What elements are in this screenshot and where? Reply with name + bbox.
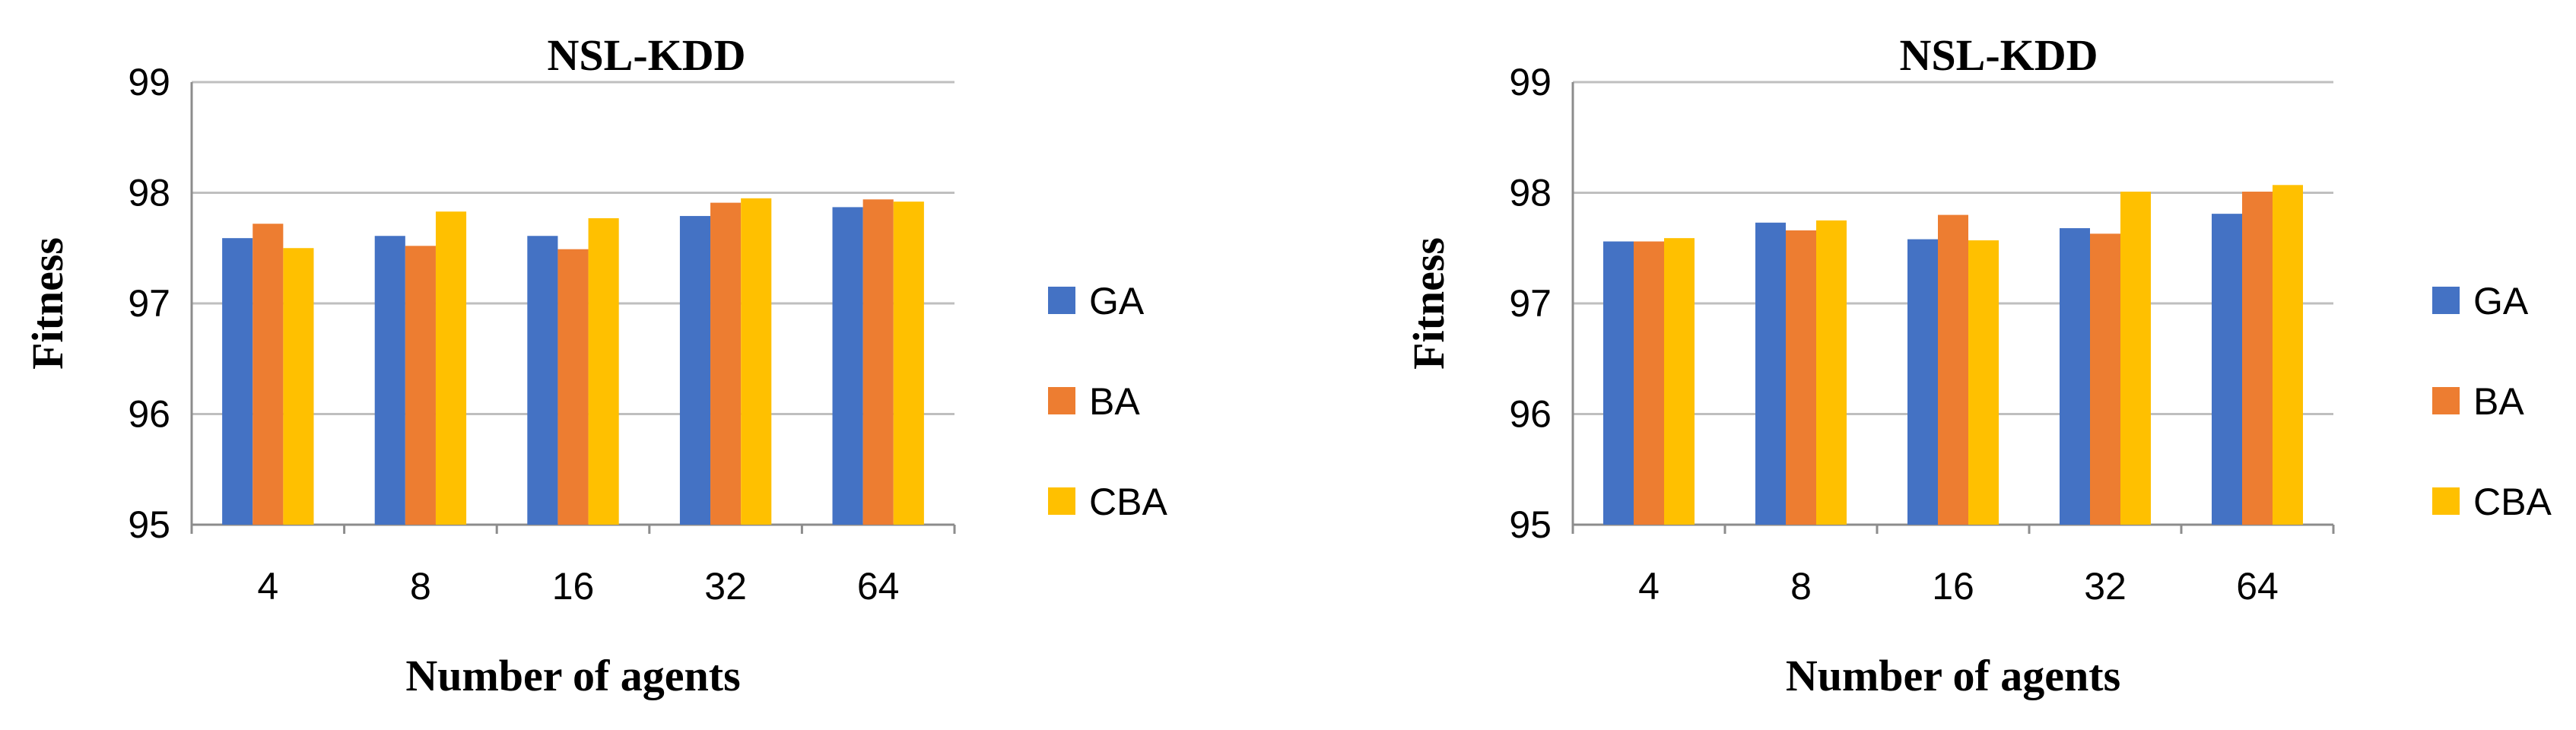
legend-label-ba: BA: [1089, 380, 1140, 423]
y-tick-label: 98: [128, 172, 170, 214]
bar-cba-32: [741, 198, 772, 525]
legend-swatch-ga: [1048, 287, 1075, 314]
bar-cba-8: [1816, 220, 1847, 525]
legend-swatch-cba: [1048, 487, 1075, 515]
bar-ga-64: [2212, 214, 2242, 525]
bar-cba-4: [283, 248, 314, 525]
bar-ga-16: [527, 236, 558, 525]
bar-ba-32: [710, 202, 742, 525]
y-tick-label: 99: [1509, 61, 1552, 103]
bar-ga-4: [222, 238, 253, 525]
x-tick-label: 64: [2236, 565, 2279, 608]
bar-ba-64: [2242, 192, 2273, 525]
y-tick-label: 95: [1509, 503, 1552, 546]
bar-ba-16: [557, 249, 589, 525]
legend-swatch-ba: [2432, 387, 2460, 414]
x-tick-label: 16: [1932, 565, 1974, 608]
bar-ga-32: [2060, 228, 2090, 525]
x-tick-label: 8: [1790, 565, 1812, 608]
bar-ga-32: [679, 216, 711, 525]
x-tick-label: 64: [857, 565, 900, 608]
bar-ga-8: [374, 236, 405, 525]
y-tick-label: 97: [1509, 282, 1552, 325]
y-tick-label: 99: [128, 61, 170, 103]
bar-ba-8: [1786, 230, 1816, 525]
chart-panel-2: 95 96 97 98 99 4 8 16 32 64 NSL-KDD Number of agent…: [1404, 30, 2552, 700]
x-tick-label: 32: [704, 565, 747, 608]
y-tick-label: 96: [128, 393, 170, 436]
y-axis-title: Fitness: [23, 237, 72, 370]
x-axis-title: Number of agents: [405, 651, 740, 700]
y-axis-title: Fitness: [1404, 237, 1453, 370]
bar-ba-64: [862, 199, 894, 525]
bar-cba-64: [2273, 185, 2303, 525]
bar-cba-16: [1968, 240, 1999, 525]
bar-ga-4: [1603, 241, 1634, 525]
legend-label-ba: BA: [2473, 380, 2524, 423]
x-tick-label: 32: [2084, 565, 2127, 608]
y-tick-label: 96: [1509, 393, 1552, 436]
bar-ga-16: [1907, 239, 1938, 525]
bar-ba-4: [253, 224, 284, 525]
bar-ba-8: [405, 246, 436, 525]
x-axis-title: Number of agents: [1786, 651, 2120, 700]
y-tick-label: 97: [128, 282, 170, 325]
x-tick-label: 8: [410, 565, 431, 608]
x-tick-label: 4: [1638, 565, 1660, 608]
bar-cba-4: [1664, 238, 1695, 525]
legend-label-ga: GA: [1089, 280, 1145, 322]
legend-label-cba: CBA: [2473, 481, 2552, 523]
legend-swatch-cba: [2432, 487, 2460, 515]
chart-panel-1: 95 96 97 98 99 4 8 16 32 64 NSL-KDD Number of agent…: [23, 30, 1167, 700]
y-tick-label: 95: [128, 503, 170, 546]
legend-label-cba: CBA: [1089, 481, 1167, 523]
bar-cba-8: [435, 211, 467, 525]
chart-title: NSL-KDD: [547, 30, 745, 80]
bar-ba-16: [1938, 214, 1968, 525]
bar-cba-32: [2120, 192, 2151, 525]
legend-swatch-ba: [1048, 387, 1075, 414]
x-tick-label: 4: [257, 565, 278, 608]
bar-ba-4: [1634, 241, 1664, 525]
legend-label-ga: GA: [2473, 280, 2529, 322]
bar-cba-64: [893, 202, 924, 525]
bar-ba-32: [2090, 233, 2120, 525]
legend-swatch-ga: [2432, 287, 2460, 314]
x-tick-label: 16: [552, 565, 595, 608]
bar-ga-8: [1755, 222, 1786, 525]
y-tick-label: 98: [1509, 172, 1552, 214]
chart-title: NSL-KDD: [1899, 30, 2098, 80]
bar-cba-16: [588, 217, 619, 525]
bar-ga-64: [832, 207, 863, 525]
